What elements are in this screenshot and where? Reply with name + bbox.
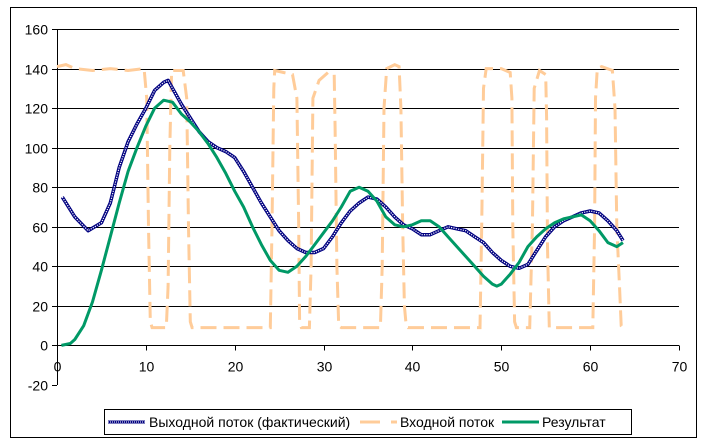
legend-label-result: Результат bbox=[542, 414, 606, 430]
legend-label-output: Выходной поток (фактический) bbox=[149, 414, 350, 430]
series-line-input bbox=[56, 62, 625, 330]
y-tick-label: 0 bbox=[40, 338, 48, 354]
x-tick-label: 70 bbox=[672, 359, 688, 375]
y-tick-label: 60 bbox=[32, 220, 48, 236]
series-group bbox=[56, 62, 625, 347]
x-tick-label: 60 bbox=[583, 359, 599, 375]
y-tick-label: 160 bbox=[25, 22, 49, 38]
gridlines bbox=[57, 29, 679, 307]
x-tick-label: 20 bbox=[228, 359, 244, 375]
y-tick-label: 20 bbox=[32, 299, 48, 315]
legend: Выходной поток (фактический) Входной пот… bbox=[104, 409, 632, 435]
y-tick-label: -20 bbox=[28, 378, 48, 394]
series-line-output-markers bbox=[61, 79, 624, 269]
x-tick-label: 30 bbox=[317, 359, 333, 375]
y-tick-label: 40 bbox=[32, 259, 48, 275]
axes: -20 0 20 40 60 80 100 120 140 160 0 10 20 30 40 50 60 70 bbox=[25, 22, 688, 394]
chart-frame bbox=[10, 7, 697, 438]
x-tick-label: 50 bbox=[494, 359, 510, 375]
y-tick-label: 120 bbox=[25, 101, 49, 117]
y-tick-label: 80 bbox=[32, 180, 48, 196]
x-tick-label: 0 bbox=[54, 359, 62, 375]
series-line-result bbox=[61, 98, 624, 347]
legend-label-input: Входной поток bbox=[400, 414, 495, 430]
x-tick-label: 40 bbox=[405, 359, 421, 375]
y-tick-label: 100 bbox=[25, 141, 49, 157]
y-tick-label: 140 bbox=[25, 62, 49, 78]
x-tick-label: 10 bbox=[139, 359, 155, 375]
